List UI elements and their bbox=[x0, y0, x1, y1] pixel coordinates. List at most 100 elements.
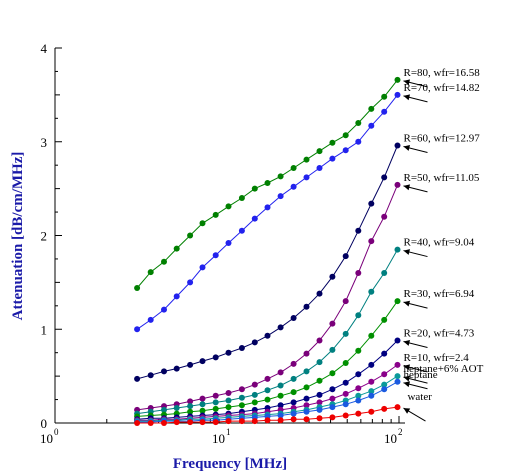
data-point bbox=[187, 279, 194, 286]
data-point bbox=[329, 320, 336, 327]
arrow-head bbox=[403, 375, 410, 382]
data-point bbox=[251, 185, 258, 192]
data-point bbox=[187, 232, 194, 239]
annotation-layer: R=80, wfr=16.58 R=70, wfr=14.82 R=60, wfr=… bbox=[403, 67, 484, 422]
data-point bbox=[264, 180, 271, 186]
data-point bbox=[134, 285, 141, 291]
data-point bbox=[368, 122, 375, 129]
data-point bbox=[173, 365, 180, 372]
annotation-label: R=50, wfr=11.05 bbox=[403, 172, 479, 184]
data-point bbox=[381, 270, 388, 276]
series-1 bbox=[134, 91, 401, 333]
data-point bbox=[238, 418, 245, 425]
data-point bbox=[251, 215, 258, 222]
data-point bbox=[355, 385, 362, 392]
data-point bbox=[381, 174, 388, 181]
data-point bbox=[316, 415, 323, 422]
data-point bbox=[187, 419, 194, 426]
data-point bbox=[173, 245, 180, 252]
data-point bbox=[212, 252, 219, 259]
data-point bbox=[134, 420, 141, 426]
arrow-head bbox=[403, 94, 410, 101]
data-point bbox=[251, 381, 258, 388]
y-tick-label: 2 bbox=[41, 229, 48, 244]
annotation: R=30, wfr=6.94 bbox=[403, 288, 475, 309]
data-point bbox=[238, 227, 245, 234]
annotation-label: R=20, wfr=4.73 bbox=[403, 328, 474, 340]
arrow-head bbox=[403, 381, 410, 388]
data-point bbox=[212, 392, 219, 399]
data-point bbox=[355, 227, 362, 234]
data-point bbox=[394, 142, 401, 149]
data-point bbox=[381, 350, 388, 357]
data-point bbox=[277, 402, 284, 409]
data-point bbox=[161, 406, 167, 413]
data-point bbox=[316, 377, 323, 384]
data-point bbox=[277, 412, 284, 419]
data-point bbox=[225, 404, 232, 411]
data-point bbox=[277, 173, 284, 180]
annotation-label: R=40, wfr=9.04 bbox=[403, 237, 474, 249]
data-point bbox=[303, 408, 310, 415]
x-ticks: 10 0 10 1 10 2 bbox=[40, 416, 403, 446]
data-point bbox=[212, 419, 219, 426]
data-point bbox=[290, 360, 297, 367]
data-point bbox=[342, 253, 349, 260]
annotation: R=40, wfr=9.04 bbox=[403, 237, 475, 258]
arrow-head bbox=[403, 249, 410, 255]
series-layer bbox=[134, 76, 401, 426]
data-point bbox=[212, 399, 219, 406]
annotation: R=20, wfr=4.73 bbox=[403, 328, 475, 348]
data-point bbox=[290, 183, 297, 190]
data-point bbox=[381, 371, 388, 378]
data-point bbox=[342, 132, 349, 139]
data-point bbox=[264, 387, 271, 394]
data-point bbox=[225, 349, 232, 356]
data-point bbox=[355, 347, 362, 354]
data-point bbox=[251, 339, 258, 346]
data-point bbox=[368, 388, 375, 395]
data-point bbox=[173, 419, 180, 426]
annotation: R=80, wfr=16.58 bbox=[403, 67, 480, 88]
data-point bbox=[381, 316, 388, 323]
data-point bbox=[316, 337, 323, 344]
data-point bbox=[355, 392, 362, 399]
data-point bbox=[394, 404, 401, 411]
data-point bbox=[303, 416, 310, 423]
x-tick-label: 10 bbox=[212, 431, 225, 446]
data-point bbox=[225, 203, 232, 210]
data-point bbox=[316, 165, 323, 171]
data-point bbox=[290, 410, 297, 417]
data-point bbox=[303, 174, 310, 181]
annotation: R=60, wfr=12.97 bbox=[403, 133, 480, 153]
y-axis-title: Attenuation [dB/cm/MHz] bbox=[10, 152, 26, 321]
data-point bbox=[381, 93, 388, 100]
data-point bbox=[290, 399, 297, 406]
data-point bbox=[342, 412, 349, 419]
data-point bbox=[238, 195, 245, 201]
axes bbox=[54, 48, 405, 424]
data-point bbox=[316, 359, 323, 366]
data-point bbox=[212, 211, 219, 218]
data-point bbox=[355, 371, 362, 378]
data-point bbox=[394, 181, 401, 188]
data-point bbox=[199, 407, 206, 414]
data-point bbox=[381, 108, 388, 115]
data-point bbox=[368, 361, 375, 368]
data-point bbox=[199, 220, 206, 227]
arrow-head bbox=[403, 184, 410, 191]
annotation-label: heptane bbox=[403, 369, 437, 381]
data-point bbox=[329, 139, 336, 146]
x-tick-exponent: 1 bbox=[226, 427, 231, 437]
data-point bbox=[368, 105, 375, 112]
data-point bbox=[303, 350, 310, 357]
data-point bbox=[368, 392, 375, 399]
data-point bbox=[355, 312, 362, 319]
data-point bbox=[303, 303, 310, 310]
data-point bbox=[342, 401, 349, 408]
data-point bbox=[381, 386, 388, 393]
data-point bbox=[394, 337, 401, 344]
data-point bbox=[329, 414, 336, 421]
data-point bbox=[225, 397, 232, 404]
